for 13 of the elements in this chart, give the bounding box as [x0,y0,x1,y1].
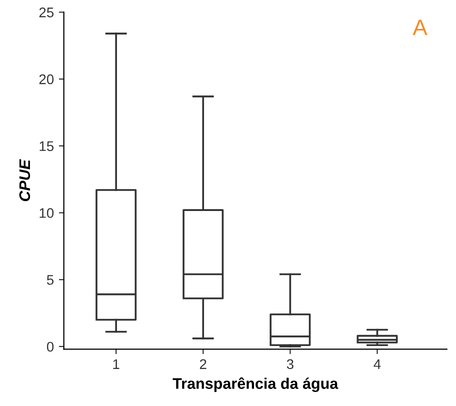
y-tick-label: 5 [46,275,54,285]
y-tick-label: 15 [40,141,54,152]
y-axis-title: CPUE [19,159,30,202]
x-tick-label: 3 [286,359,294,370]
y-tick-label: 10 [40,208,54,218]
annotation: A [412,20,428,36]
y-tick-label: 20 [39,74,54,84]
y-tick-label: 25 [39,8,54,18]
x-tick-label: 4 [374,359,381,369]
x-axis-title: Transparência da água [172,377,338,392]
x-tick-label: 2 [200,359,206,369]
y-tick-label: 0 [46,342,54,352]
x-tick-label: 1 [113,359,120,369]
